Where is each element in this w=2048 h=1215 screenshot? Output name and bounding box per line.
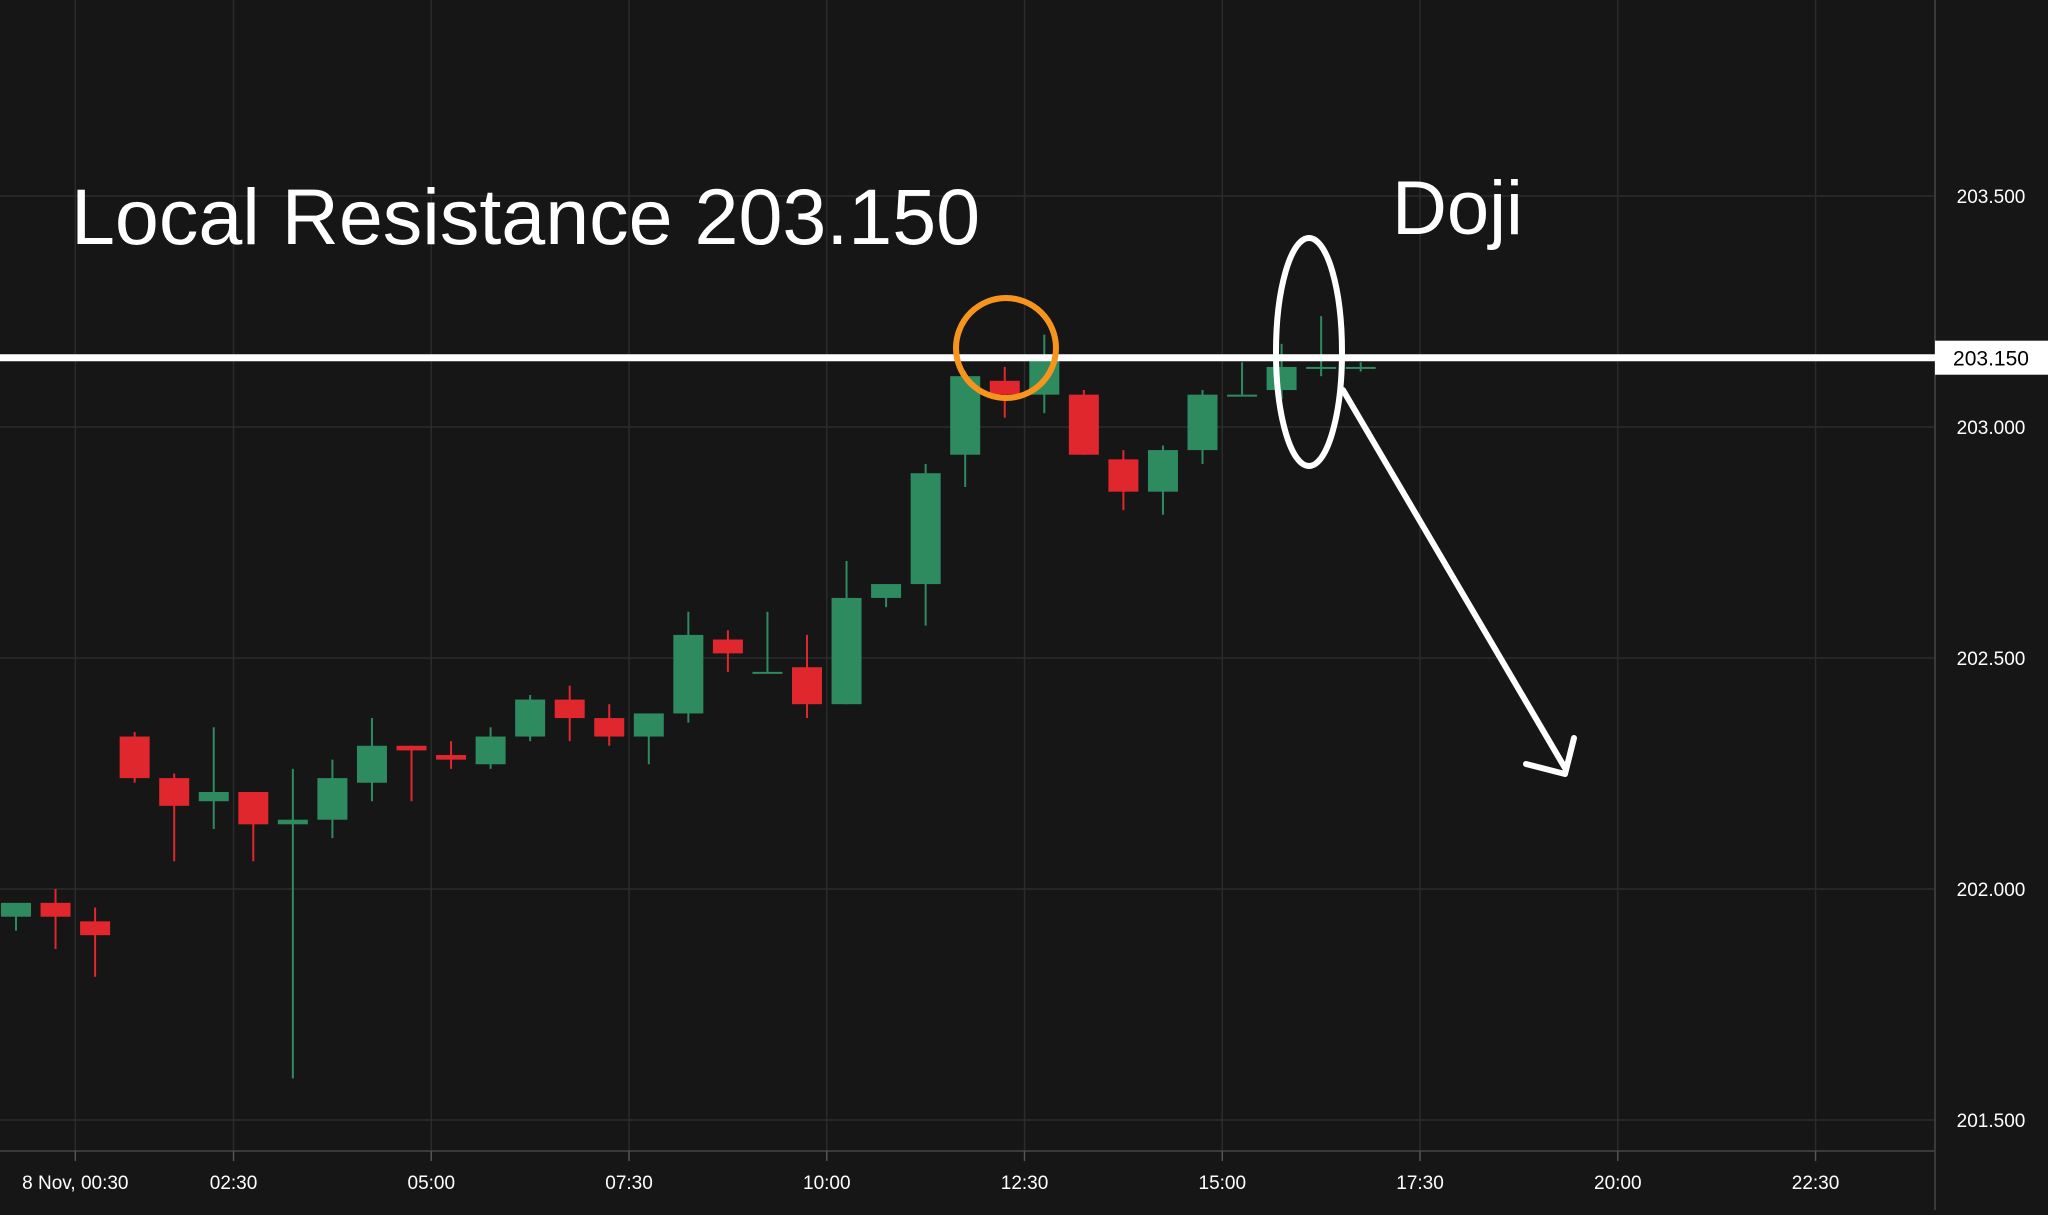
- candle-body: [831, 597, 862, 705]
- downtrend-arrow-head: [1523, 735, 1577, 777]
- candle-body: [1266, 366, 1297, 391]
- candle-bearish: [119, 731, 150, 783]
- chart-annotation-title: Local Resistance 203.150: [71, 172, 980, 261]
- candle-body: [40, 902, 71, 917]
- candle-body: [198, 791, 229, 802]
- candle-bearish: [792, 634, 822, 719]
- resistance-price-tag: [1935, 340, 2048, 375]
- doji-highlight-ellipse: [1273, 235, 1345, 469]
- candle-body: [1108, 459, 1139, 492]
- time-tick-label: 8 Nov, 00:30: [22, 1173, 128, 1194]
- candle-bullish: [831, 560, 862, 705]
- time-tick-label: 15:00: [1199, 1173, 1247, 1194]
- candle-body: [356, 745, 387, 783]
- candle-bearish: [1108, 450, 1139, 511]
- candle-body: [673, 634, 704, 714]
- doji-label: Doji: [1392, 166, 1523, 251]
- candle-body: [712, 639, 743, 654]
- time-tick-label: 02:30: [210, 1173, 258, 1194]
- price-tick-label: 203.500: [1957, 187, 2026, 208]
- candle-bullish: [752, 611, 783, 674]
- candle-bearish: [238, 791, 269, 862]
- candle-body: [1068, 394, 1099, 455]
- price-tick-label: 202.000: [1957, 880, 2026, 901]
- candle-body: [989, 380, 1020, 395]
- candle-body: [475, 736, 506, 765]
- candle-bullish: [198, 727, 229, 829]
- resistance-touch-highlight: [953, 295, 1059, 401]
- grid: [0, 0, 1935, 1151]
- candle-bullish: [673, 611, 704, 723]
- candle-body: [159, 778, 190, 806]
- price-tick-label: 203.000: [1957, 418, 2026, 439]
- candle-body: [238, 791, 269, 825]
- candle-body: [1147, 450, 1178, 492]
- candle-bearish: [989, 366, 1020, 418]
- candle-bullish: [1, 902, 31, 931]
- time-tick-label: 05:00: [408, 1173, 456, 1194]
- time-tick-label: 12:30: [1001, 1173, 1049, 1194]
- candle-body: [1, 902, 31, 917]
- candle-bullish: [1227, 362, 1258, 397]
- candle-body: [515, 699, 546, 737]
- candle-body: [633, 713, 664, 737]
- candle-bullish: [475, 727, 506, 769]
- candle-bullish: [1345, 362, 1376, 372]
- candle-bearish: [80, 907, 111, 977]
- candle-bullish: [1147, 445, 1178, 515]
- candle-bullish: [633, 713, 664, 765]
- candle-body: [119, 736, 150, 779]
- time-tick-label: 17:30: [1396, 1173, 1444, 1194]
- candle-body: [594, 718, 625, 737]
- candle-body: [1227, 394, 1258, 397]
- candles: [1, 316, 1376, 1079]
- candle-bearish: [396, 745, 427, 802]
- candle-bearish: [436, 741, 467, 769]
- candle-bullish: [1266, 343, 1297, 400]
- candle-bullish: [1187, 390, 1218, 464]
- candle-body: [910, 473, 941, 585]
- candle-bearish: [712, 630, 743, 672]
- candle-bearish: [40, 889, 71, 950]
- candle-bullish: [515, 694, 546, 742]
- candle-body: [871, 584, 902, 598]
- candle-bullish: [871, 584, 902, 608]
- candle-body: [1306, 366, 1337, 369]
- candle-bullish: [317, 759, 348, 839]
- candle-bearish: [554, 685, 585, 742]
- candle-bearish: [594, 704, 625, 746]
- candle-body: [277, 819, 308, 825]
- price-tick-label: 202.500: [1957, 649, 2026, 670]
- resistance-price-label: 203.150: [1953, 348, 2029, 371]
- candle-body: [436, 755, 467, 760]
- time-tick-label: 20:00: [1594, 1173, 1642, 1194]
- annotations: 203.150 Local Resistance 203.150 Doji: [0, 166, 2048, 777]
- candle-bullish: [910, 463, 941, 626]
- time-tick-label: 10:00: [803, 1173, 851, 1194]
- candle-bullish: [277, 768, 308, 1079]
- candle-body: [1345, 366, 1376, 369]
- candle-body: [554, 699, 585, 719]
- candle-body: [396, 745, 427, 751]
- candle-body: [1187, 394, 1218, 451]
- candle-body: [80, 921, 111, 936]
- candle-bearish: [159, 773, 190, 862]
- candle-body: [792, 667, 822, 705]
- candle-body: [317, 778, 348, 820]
- candle-bullish: [1306, 316, 1337, 377]
- downtrend-arrow-shaft: [1340, 387, 1568, 771]
- candle-bearish: [1068, 390, 1099, 455]
- price-tick-label: 201.500: [1957, 1111, 2026, 1132]
- time-tick-label: 07:30: [605, 1173, 653, 1194]
- candle-body: [752, 671, 783, 674]
- time-tick-label: 22:30: [1792, 1173, 1840, 1194]
- candle-bullish: [356, 718, 387, 802]
